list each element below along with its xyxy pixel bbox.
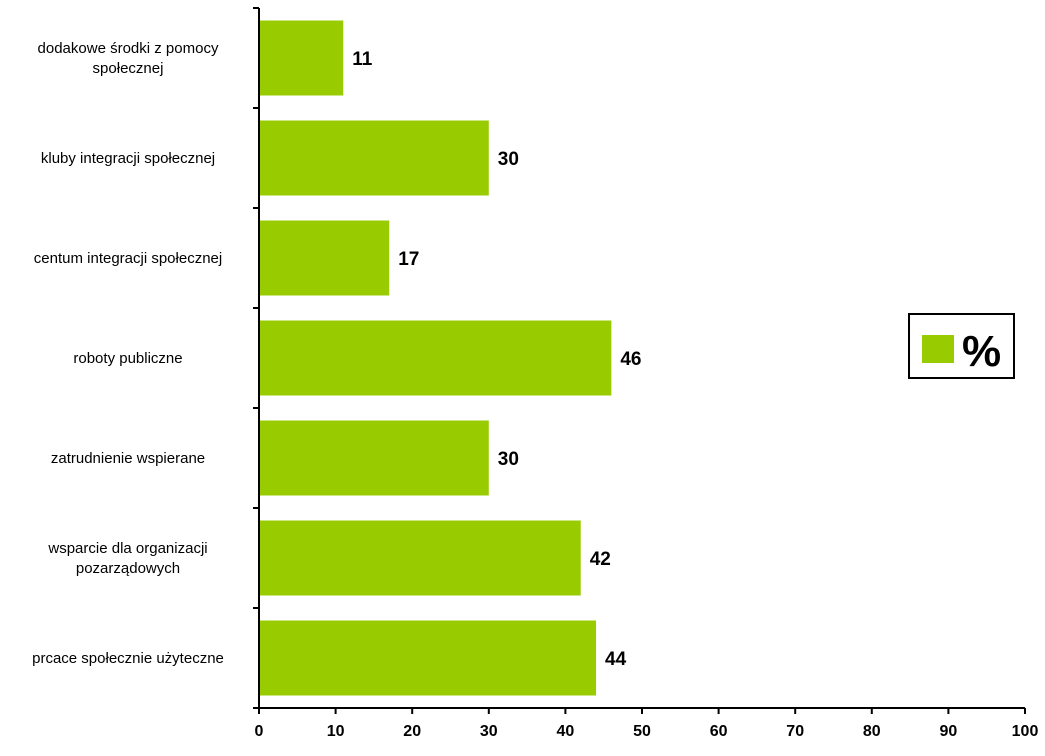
x-tick-label: 90 bbox=[940, 723, 958, 740]
bars-layer bbox=[259, 20, 612, 696]
category-label-line: centum integracji społecznej bbox=[34, 250, 222, 267]
category-labels: dodakowe środki z pomocy społecznej kluby … bbox=[32, 40, 224, 667]
data-label: 44 bbox=[605, 649, 627, 670]
x-tick-label: 60 bbox=[710, 723, 728, 740]
bar bbox=[259, 220, 390, 296]
bar bbox=[259, 120, 489, 196]
x-tick-label: 70 bbox=[786, 723, 804, 740]
data-label: 30 bbox=[498, 449, 519, 470]
data-label: 46 bbox=[620, 349, 641, 370]
value-labels: 11 30 17 46 30 42 44 bbox=[352, 49, 641, 670]
category-label: prcace społecznie użyteczne bbox=[32, 650, 224, 667]
category-label: dodakowe środki z pomocy społecznej bbox=[38, 40, 219, 77]
category-label-line: kluby integracji społecznej bbox=[41, 150, 215, 167]
legend-label: % bbox=[962, 327, 1001, 376]
bar bbox=[259, 520, 581, 596]
data-label: 30 bbox=[498, 149, 519, 170]
data-label: 17 bbox=[398, 249, 419, 270]
category-label: wsparcie dla organizacji pozarządowych bbox=[47, 540, 207, 577]
data-label: 42 bbox=[590, 549, 611, 570]
category-label-line: pozarządowych bbox=[76, 560, 180, 577]
category-label: zatrudnienie wspierane bbox=[51, 450, 205, 467]
bar bbox=[259, 620, 597, 696]
category-label: centum integracji społecznej bbox=[34, 250, 222, 267]
category-label-line: roboty publiczne bbox=[73, 350, 182, 367]
legend-swatch bbox=[922, 335, 954, 363]
x-tick-label: 30 bbox=[480, 723, 498, 740]
bar bbox=[259, 420, 489, 496]
x-tick-label: 80 bbox=[863, 723, 881, 740]
legend: % bbox=[908, 313, 1015, 379]
category-label: kluby integracji społecznej bbox=[41, 150, 215, 167]
category-label-line: społecznej bbox=[93, 60, 164, 77]
bar bbox=[259, 320, 612, 396]
legend-box bbox=[908, 313, 1015, 379]
category-label-line: dodakowe środki z pomocy bbox=[38, 40, 219, 57]
axes: 0 10 20 30 40 50 60 70 80 90 100 bbox=[253, 7, 1039, 740]
x-tick-label: 20 bbox=[403, 723, 421, 740]
x-tick-label: 10 bbox=[327, 723, 345, 740]
bar bbox=[259, 20, 344, 96]
x-tick-label: 40 bbox=[557, 723, 575, 740]
category-label-line: prcace społecznie użyteczne bbox=[32, 650, 224, 667]
x-tick-label: 50 bbox=[633, 723, 651, 740]
x-tick-label: 0 bbox=[255, 723, 264, 740]
data-label: 11 bbox=[352, 49, 373, 70]
category-label: roboty publiczne bbox=[73, 350, 182, 367]
category-label-line: zatrudnienie wspierane bbox=[51, 450, 205, 467]
category-label-line: wsparcie dla organizacji bbox=[47, 540, 207, 557]
x-tick-label: 100 bbox=[1012, 723, 1039, 740]
